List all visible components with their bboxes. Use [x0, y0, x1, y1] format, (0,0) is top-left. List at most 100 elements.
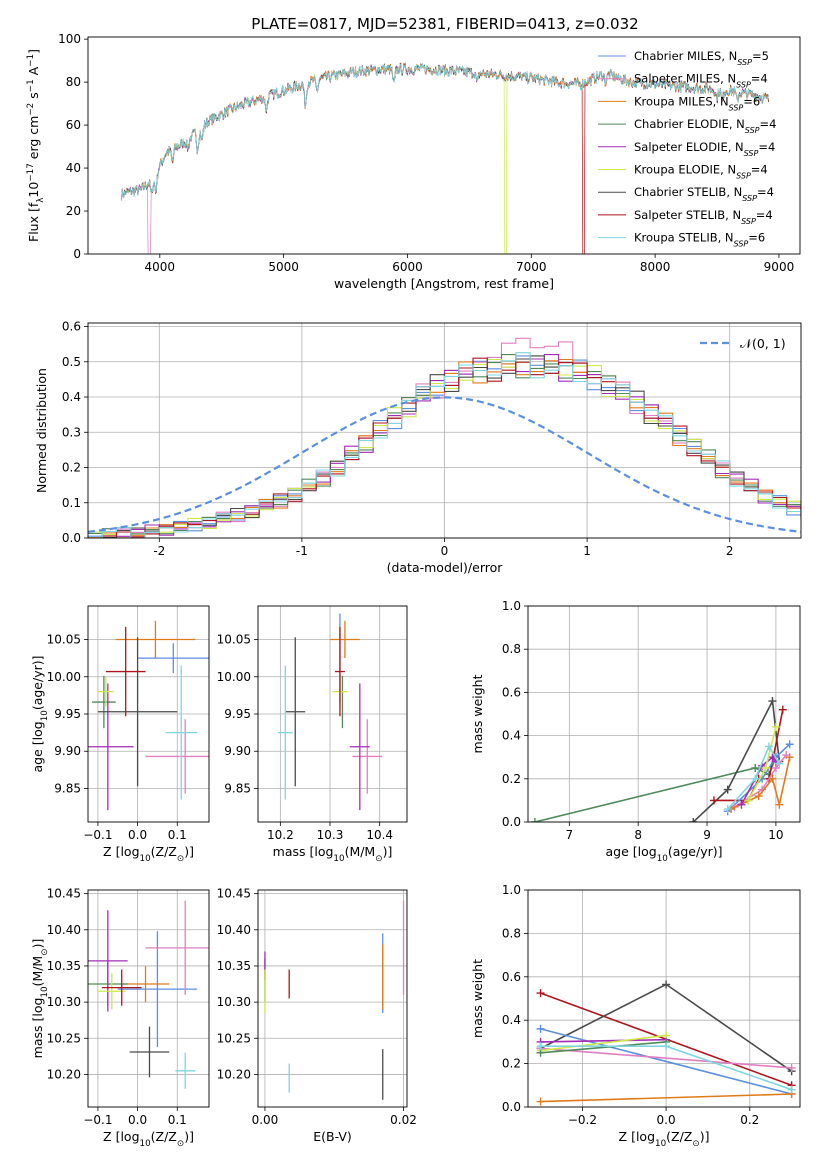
- y-tick-label: 0.0: [502, 1100, 521, 1114]
- x-axis-label: (data-model)/error: [387, 560, 504, 575]
- axes-frame: [527, 889, 801, 1108]
- x-tick-label: 5000: [268, 260, 299, 274]
- x-axis-label: Z [log10(Z/Z⊙)]: [103, 1129, 194, 1149]
- histogram-salpeter-stelib: [88, 357, 801, 538]
- y-axis-label: mass weight: [470, 959, 485, 1038]
- mass-weight-marker-kroupa-miles: [754, 792, 763, 801]
- plot-area: [121, 62, 769, 254]
- mass-weight-vs-age-chart: 7 8 9 10 0.0 0.2 0.4 0.6 0.8 1.0 age [log10(age/yr…: [470, 599, 801, 864]
- y-tick-label: 1.0: [502, 599, 521, 613]
- histogram-kroupa-miles: [88, 358, 801, 538]
- mass-weight-marker-chabrier-stelib: [662, 980, 671, 989]
- plot-area: [536, 980, 796, 1106]
- x-tick-label: 9000: [764, 260, 795, 274]
- mass-weight-marker-kroupa-elodie: [761, 764, 770, 772]
- y-tick-label: 9.90: [54, 744, 81, 758]
- x-tick-label: 6000: [392, 260, 423, 274]
- mass-weight-marker-kroupa-miles: [775, 800, 784, 809]
- mass-weight-marker-chabrier-miles: [785, 740, 794, 749]
- x-tick-label: 2: [726, 544, 734, 558]
- mass-weight-marker-kroupa-stelib: [723, 805, 732, 814]
- y-axis-label: mass [log10(M/M⊙)]: [30, 939, 50, 1059]
- y-tick-label: 0.2: [502, 1057, 521, 1071]
- mass-weight-marker-chabrier-stelib: [723, 785, 732, 794]
- axes-frame: [257, 889, 408, 1108]
- mass-weight-marker-kroupa-stelib: [751, 774, 760, 783]
- histogram-kroupa-elodie: [88, 355, 801, 536]
- y-tick-label: 10.35: [217, 959, 251, 973]
- y-tick-label: 0.3: [62, 425, 81, 439]
- x-tick-label: 0: [441, 544, 449, 558]
- x-tick-label: 9: [703, 828, 711, 842]
- y-tick-label: 10.25: [47, 1031, 81, 1045]
- x-axis-label: wavelength [Angstrom, rest frame]: [334, 276, 554, 291]
- x-tick-label: 10: [768, 828, 783, 842]
- plot-area: [277, 613, 383, 811]
- y-tick-label: 10.05: [47, 633, 81, 647]
- axes-frame: [87, 36, 801, 255]
- mass-weight-line-chabrier-stelib: [692, 698, 781, 822]
- mass-weight-marker-salpeter-stelib: [709, 796, 718, 805]
- x-tick-label: -1: [296, 544, 308, 558]
- mass-weight-marker-salpeter-stelib: [536, 989, 545, 998]
- x-tick-label: 0.1: [168, 1113, 187, 1127]
- x-tick-label: 0.1: [168, 828, 187, 842]
- y-tick-label: 10.20: [47, 1067, 81, 1081]
- mass-vs-reddening-chart: 0.00 0.02 10.20 10.25 10.30 10.35 10.40 10.45 E(…: [217, 887, 417, 1144]
- mass-weight-line-salpeter-miles: [540, 1047, 792, 1069]
- y-tick-label: 0.0: [62, 531, 81, 545]
- mass-weight-vs-metallicity-chart: −0.2 0.0 0.2 0.0 0.2 0.4 0.6 0.8 1.0 Z [log10(Z/Z…: [470, 883, 801, 1149]
- mass-weight-marker-salpeter-stelib: [778, 705, 787, 714]
- mass-weight-line-kroupa-stelib: [727, 744, 780, 810]
- y-tick-label: 0.4: [62, 390, 81, 404]
- residual-histogram-chart: -2 -1 0 1 2 0.0 0.1 0.2 0.3 0.4 0.5 0.6 (data-model)…: [34, 320, 802, 575]
- x-tick-label: −0.1: [83, 1113, 112, 1127]
- mass-weight-marker-kroupa-miles: [768, 774, 777, 783]
- y-tick-label: 0.0: [502, 815, 521, 829]
- y-axis-label: Flux [fλ10−17 erg cm−2 s−1 A−1]: [26, 49, 46, 242]
- mass-weight-marker-chabrier-stelib: [689, 818, 698, 822]
- legend-label-normal: 𝒩(0, 1): [740, 336, 786, 351]
- mass-weight-marker-kroupa-stelib: [775, 759, 784, 768]
- y-tick-label: 0.8: [502, 926, 521, 940]
- mass-weight-marker-salpeter-elodie: [737, 800, 746, 809]
- histogram-chabrier-stelib: [88, 355, 801, 538]
- y-tick-label: 10.45: [217, 887, 251, 901]
- legend-label-kroupa-stelib: Kroupa STELIB, NSSP=6: [634, 231, 765, 249]
- axes-frame: [527, 605, 801, 823]
- y-tick-label: 0.6: [502, 970, 521, 984]
- y-tick-label: 10.30: [217, 995, 251, 1009]
- histogram-chabrier-miles: [88, 355, 801, 537]
- y-tick-label: 10.40: [217, 923, 251, 937]
- x-tick-label: 0.02: [390, 1113, 417, 1127]
- y-tick-label: 80: [66, 75, 81, 89]
- y-tick-label: 10.45: [47, 887, 81, 901]
- y-tick-label: 10.25: [217, 1031, 251, 1045]
- x-tick-label: 4000: [145, 260, 176, 274]
- x-tick-label: 8: [634, 828, 642, 842]
- mass-weight-marker-kroupa-elodie: [744, 796, 753, 805]
- mass-weight-marker-chabrier-miles: [536, 1024, 545, 1033]
- mass-weight-marker-chabrier-elodie: [751, 764, 760, 772]
- x-tick-label: 10.4: [366, 828, 393, 842]
- x-tick-label: 10.3: [317, 828, 344, 842]
- axes-frame: [257, 605, 408, 823]
- y-tick-label: 100: [58, 32, 81, 46]
- x-tick-label: 0.0: [128, 828, 147, 842]
- plot-area: [530, 697, 794, 822]
- y-tick-label: 10.00: [47, 670, 81, 684]
- spectrum-chart: 4000 5000 6000 7000 8000 9000 0 20 40 60 80 100 wave…: [26, 32, 801, 291]
- x-tick-label: 0.2: [740, 1113, 759, 1127]
- y-tick-label: 0.6: [62, 320, 81, 334]
- spectrum-legend: Chabrier MILES, NSSP=5 Salpeter MILES, NS…: [598, 49, 776, 248]
- legend-label-salpeter-miles: Salpeter MILES, NSSP=4: [634, 72, 768, 90]
- y-tick-label: 9.85: [54, 781, 81, 795]
- y-tick-label: 1.0: [502, 883, 521, 897]
- y-tick-label: 0: [73, 247, 81, 261]
- mass-weight-marker-salpeter-miles: [787, 1063, 796, 1072]
- legend-label-kroupa-elodie: Kroupa ELODIE, NSSP=4: [634, 163, 768, 181]
- x-tick-label: −0.1: [83, 828, 112, 842]
- y-axis-label: mass weight: [470, 674, 485, 753]
- plot-area: [88, 900, 209, 1089]
- legend-label-chabrier-stelib: Chabrier STELIB, NSSP=4: [634, 185, 774, 203]
